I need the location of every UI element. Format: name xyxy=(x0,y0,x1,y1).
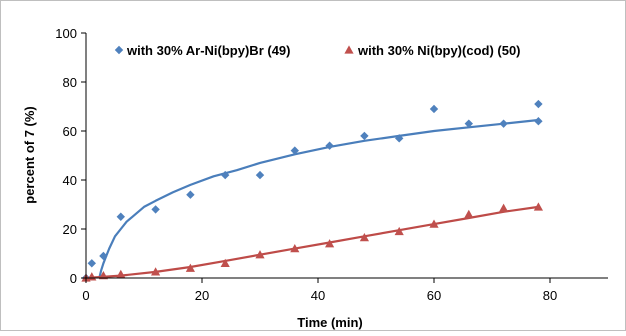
y-tick-label: 80 xyxy=(63,75,77,90)
y-tick-label: 0 xyxy=(70,271,77,286)
legend-label-series-2: with 30% Ni(bpy)(cod) (50) xyxy=(357,43,521,58)
y-tick-label: 20 xyxy=(63,222,77,237)
x-tick-label: 40 xyxy=(311,288,325,303)
legend-label-series-1: with 30% Ar-Ni(bpy)Br (49) xyxy=(126,43,290,58)
x-axis-title: Time (min) xyxy=(297,315,363,330)
x-tick-label: 0 xyxy=(82,288,89,303)
x-tick-label: 60 xyxy=(427,288,441,303)
x-tick-label: 80 xyxy=(543,288,557,303)
y-axis-title: percent of 7 (%) xyxy=(22,106,37,204)
y-tick-label: 60 xyxy=(63,124,77,139)
y-tick-label: 40 xyxy=(63,173,77,188)
y-tick-label: 100 xyxy=(55,26,77,41)
x-tick-label: 20 xyxy=(195,288,209,303)
